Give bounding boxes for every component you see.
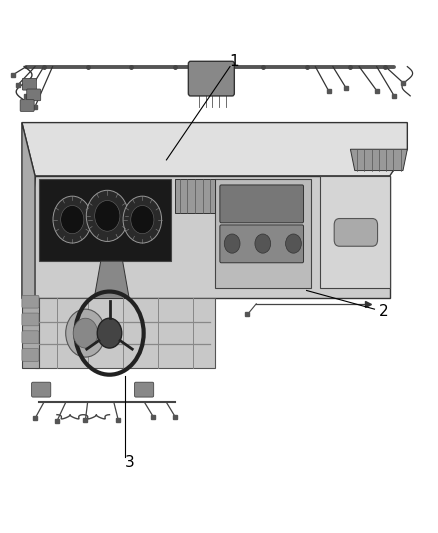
Circle shape xyxy=(97,318,122,348)
Circle shape xyxy=(53,196,92,243)
Text: 1: 1 xyxy=(230,54,239,69)
Polygon shape xyxy=(35,298,215,368)
Polygon shape xyxy=(350,149,407,171)
FancyBboxPatch shape xyxy=(188,61,234,96)
Circle shape xyxy=(123,196,162,243)
FancyBboxPatch shape xyxy=(22,78,36,90)
FancyBboxPatch shape xyxy=(22,349,39,361)
Circle shape xyxy=(86,190,128,241)
FancyBboxPatch shape xyxy=(22,295,39,308)
Text: 2: 2 xyxy=(378,304,388,319)
Polygon shape xyxy=(22,298,39,368)
FancyBboxPatch shape xyxy=(27,89,41,101)
FancyBboxPatch shape xyxy=(20,100,34,111)
FancyBboxPatch shape xyxy=(220,225,304,263)
FancyBboxPatch shape xyxy=(22,313,39,326)
Polygon shape xyxy=(22,176,390,298)
Polygon shape xyxy=(22,123,407,176)
Polygon shape xyxy=(22,123,35,298)
FancyBboxPatch shape xyxy=(134,382,154,397)
Circle shape xyxy=(131,206,154,233)
FancyBboxPatch shape xyxy=(22,331,39,344)
Polygon shape xyxy=(175,179,215,213)
Circle shape xyxy=(224,234,240,253)
Text: 3: 3 xyxy=(124,455,134,470)
Polygon shape xyxy=(39,179,171,261)
Circle shape xyxy=(95,200,120,231)
Polygon shape xyxy=(215,179,311,288)
Circle shape xyxy=(255,234,271,253)
FancyBboxPatch shape xyxy=(220,185,304,223)
Circle shape xyxy=(61,206,84,233)
Polygon shape xyxy=(320,176,390,288)
Circle shape xyxy=(73,318,98,348)
Circle shape xyxy=(66,309,105,357)
FancyBboxPatch shape xyxy=(32,382,51,397)
Circle shape xyxy=(286,234,301,253)
Polygon shape xyxy=(94,261,129,298)
FancyBboxPatch shape xyxy=(334,219,378,246)
